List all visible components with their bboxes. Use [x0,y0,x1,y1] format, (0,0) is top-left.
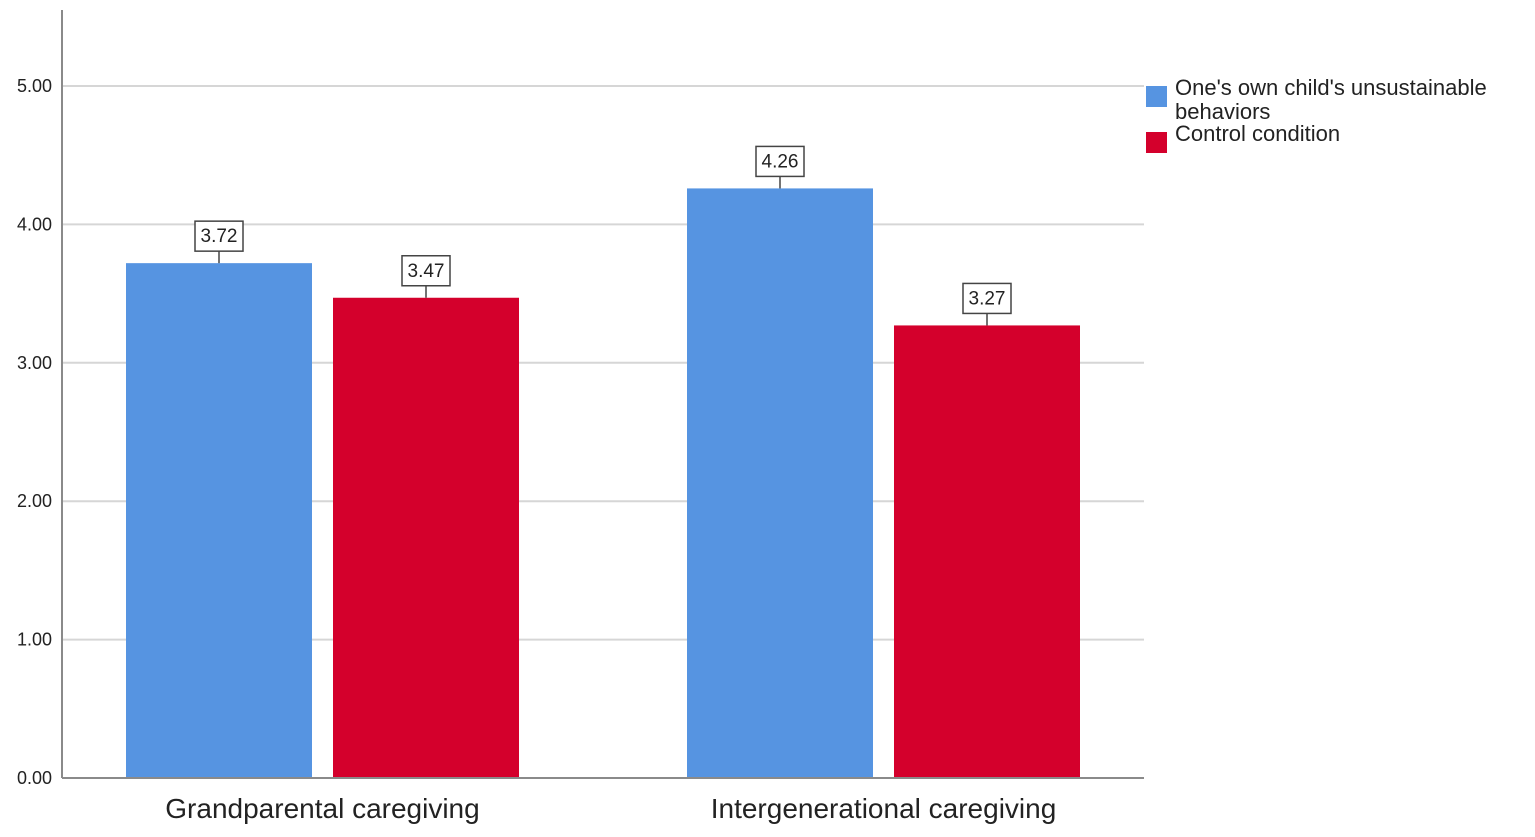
legend-label: Control condition [1175,121,1340,146]
legend-label: One's own child's unsustainable behaviors [1175,75,1487,124]
data-label: 3.27 [969,288,1006,309]
x-tick-label: Grandparental caregiving [165,793,479,824]
data-label: 4.26 [762,151,799,172]
bars [126,188,1080,779]
data-label-box [401,255,451,287]
y-tick-label: 1.00 [17,630,52,650]
y-tick-label: 4.00 [17,214,52,234]
data-label-box [962,282,1012,315]
x-tick-label: Intergenerational caregiving [711,793,1057,824]
data-label-box [194,220,244,252]
y-tick-label: 5.00 [17,76,52,96]
data-label-box [755,145,805,178]
y-tick-label: 0.00 [17,768,52,788]
data-labels: 3.72 3.47 4.26 3.27 [194,145,1012,326]
bar [126,263,312,779]
bar [687,188,873,778]
data-label: 3.72 [201,226,238,247]
legend: One's own child's unsustainable behaviors… [1146,75,1487,153]
y-tick-label: 3.00 [17,353,52,373]
legend-swatch [1146,86,1167,107]
bar [894,325,1080,778]
y-tick-label: 2.00 [17,491,52,511]
bar [333,297,519,778]
legend-swatch [1146,132,1167,153]
data-label: 3.47 [408,261,445,282]
axes: 0.00 1.00 2.00 3.00 4.00 5.00 Grandparental ca… [17,10,1144,824]
